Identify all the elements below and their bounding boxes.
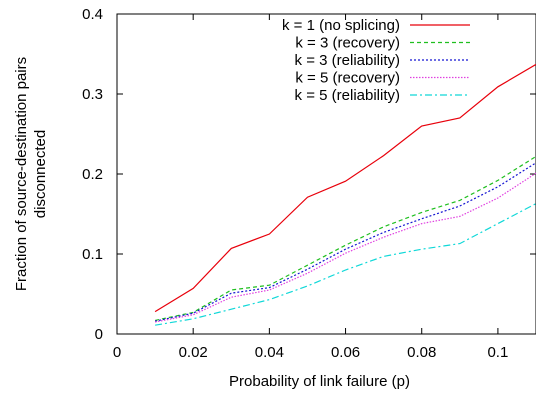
x-tick-label: 0.08	[407, 344, 436, 361]
y-axis-label-line2: disconnected	[32, 130, 49, 218]
series-line-2	[154, 155, 536, 321]
x-axis-label: Probability of link failure (p)	[229, 373, 410, 390]
y-tick-label: 0.3	[82, 86, 103, 103]
legend-label: k = 5 (recovery)	[295, 70, 400, 87]
y-axis-label-line1: Fraction of source-destination pairs	[13, 57, 30, 291]
x-tick-label: 0	[113, 344, 121, 361]
x-tick-label: 0.02	[179, 344, 208, 361]
y-tick-label: 0.2	[82, 166, 103, 183]
y-tick-label: 0.1	[82, 246, 103, 263]
series-line-4	[154, 172, 536, 323]
y-tick-label: 0.4	[82, 6, 103, 23]
legend-label: k = 3 (reliability)	[295, 52, 400, 69]
x-tick-label: 0.06	[331, 344, 360, 361]
series-line-1	[154, 63, 536, 313]
legend-label: k = 3 (recovery)	[295, 35, 400, 52]
y-tick-label: 0	[95, 326, 103, 343]
x-tick-label: 0.1	[487, 344, 508, 361]
legend-label: k = 1 (no splicing)	[282, 17, 400, 34]
x-tick-label: 0.04	[255, 344, 284, 361]
series-line-3	[154, 162, 536, 322]
legend-label: k = 5 (reliability)	[295, 87, 400, 104]
series-line-5	[155, 203, 536, 326]
